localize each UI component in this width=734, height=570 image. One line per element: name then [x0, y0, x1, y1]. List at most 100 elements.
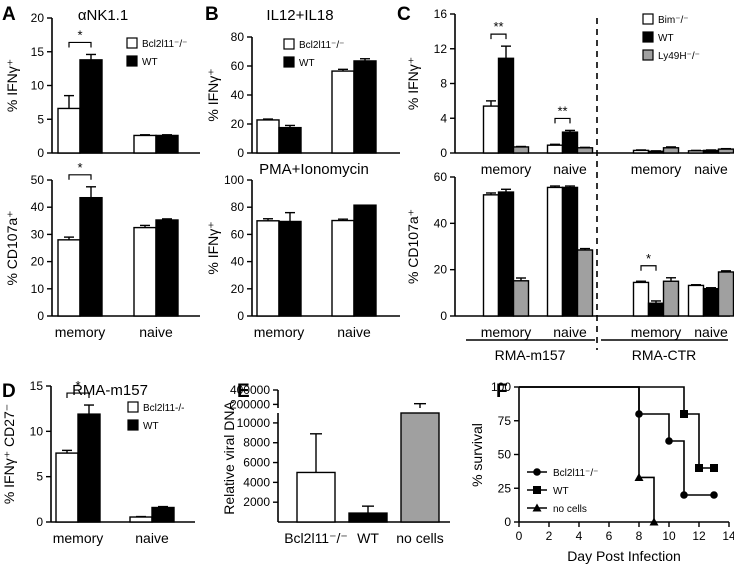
legend-swatch [126, 55, 138, 67]
y-axis-label: Relative viral DNA [221, 401, 237, 515]
bar [348, 512, 388, 523]
y-tick-label: 200000 [230, 397, 270, 411]
bar [702, 287, 720, 317]
bar [129, 516, 153, 523]
chart-title: PMA+Ionomycin [259, 161, 369, 178]
bar [278, 220, 302, 317]
bar [497, 191, 515, 317]
category-label: no cells [396, 530, 443, 546]
category-label: memory [55, 324, 106, 340]
data-point [695, 464, 703, 472]
x-tick-label: 14 [722, 529, 734, 543]
y-tick-label: 25 [498, 481, 512, 495]
category-label: naive [337, 324, 371, 340]
y-tick-label: 8000 [243, 436, 270, 450]
data-point [649, 517, 659, 526]
bar [662, 280, 680, 317]
bar [151, 506, 175, 523]
category-label: naive [135, 530, 169, 546]
y-tick-label: 0 [37, 146, 44, 160]
y-axis-label: % IFNγ⁺ [205, 68, 221, 121]
x-tick-label: 4 [576, 529, 583, 543]
category-label: memory [631, 324, 682, 340]
data-point [680, 410, 688, 418]
bar [155, 134, 179, 154]
y-tick-label: 50 [31, 173, 45, 187]
group-label: RMA-CTR [632, 347, 697, 363]
bar [561, 186, 579, 317]
chart-title: RMA-m157 [72, 382, 148, 399]
y-tick-label: 0 [504, 515, 511, 529]
bar [155, 219, 179, 317]
y-tick-label: 0 [440, 309, 447, 323]
legend-swatch [642, 31, 654, 43]
y-tick-label: 0 [36, 515, 43, 529]
significance-marker: ** [557, 103, 567, 118]
bar [482, 105, 500, 154]
y-tick-label: 5 [36, 470, 43, 484]
significance-bracket [640, 265, 657, 271]
panel-label: B [205, 4, 219, 25]
significance-bracket [554, 117, 571, 124]
legend-label: Ly49H⁻/⁻ [658, 51, 700, 62]
y-axis-label: % IFNγ⁺ [205, 221, 221, 274]
legend-label: WT [143, 421, 159, 432]
bar [546, 144, 564, 154]
bar [256, 119, 280, 154]
y-tick-label: 30 [31, 227, 45, 241]
panel-label: D [2, 381, 16, 402]
data-point [665, 437, 673, 445]
bar [400, 412, 440, 523]
y-axis-label: % survival [469, 423, 485, 487]
legend-label: no cells [553, 504, 587, 515]
legend-label: Bim⁻/⁻ [658, 15, 689, 26]
legend-swatch [283, 38, 295, 50]
y-tick-label: 40 [434, 216, 448, 230]
y-tick-label: 40 [31, 200, 45, 214]
bar [687, 150, 705, 154]
bar [662, 147, 680, 154]
y-tick-label: 12 [434, 42, 448, 56]
bar [512, 146, 530, 154]
bar [133, 226, 157, 317]
legend-label: WT [658, 33, 674, 44]
bar [133, 134, 157, 154]
y-tick-label: 20 [31, 11, 45, 25]
bar [687, 284, 705, 317]
significance-bracket [490, 33, 507, 40]
category-label: naive [694, 161, 728, 177]
y-axis-label: % CD107a⁺ [405, 209, 421, 284]
bar [702, 149, 720, 154]
bar [57, 107, 81, 154]
bar [57, 239, 81, 317]
legend-marker [533, 468, 541, 476]
legend-label: Bcl2l11⁻/⁻ [553, 468, 598, 479]
y-tick-label: 60 [231, 227, 245, 241]
bar [331, 219, 355, 317]
bar [256, 220, 280, 317]
bar [632, 281, 650, 317]
bar [632, 149, 650, 154]
group-label: RMA-m157 [495, 347, 566, 363]
bar [331, 70, 355, 154]
bar [576, 249, 594, 317]
legend-label: Bcl2l11⁻/⁻ [142, 39, 187, 50]
y-tick-label: 0 [37, 309, 44, 323]
legend-swatch [127, 401, 139, 413]
data-point [710, 464, 718, 472]
legend-label: WT [553, 486, 569, 497]
category-label: WT [357, 530, 379, 546]
significance-marker: * [77, 160, 82, 175]
bar [717, 148, 734, 154]
y-tick-label: 10 [30, 424, 44, 438]
bar [497, 57, 515, 154]
y-tick-label: 50 [498, 448, 512, 462]
x-tick-label: 0 [516, 529, 523, 543]
y-tick-label: 100 [491, 380, 511, 394]
y-tick-label: 10 [31, 282, 45, 296]
x-tick-label: 10 [662, 529, 676, 543]
y-tick-label: 4000 [243, 475, 270, 489]
y-axis-label: % CD107a⁺ [4, 210, 20, 285]
legend-swatch [127, 419, 139, 431]
